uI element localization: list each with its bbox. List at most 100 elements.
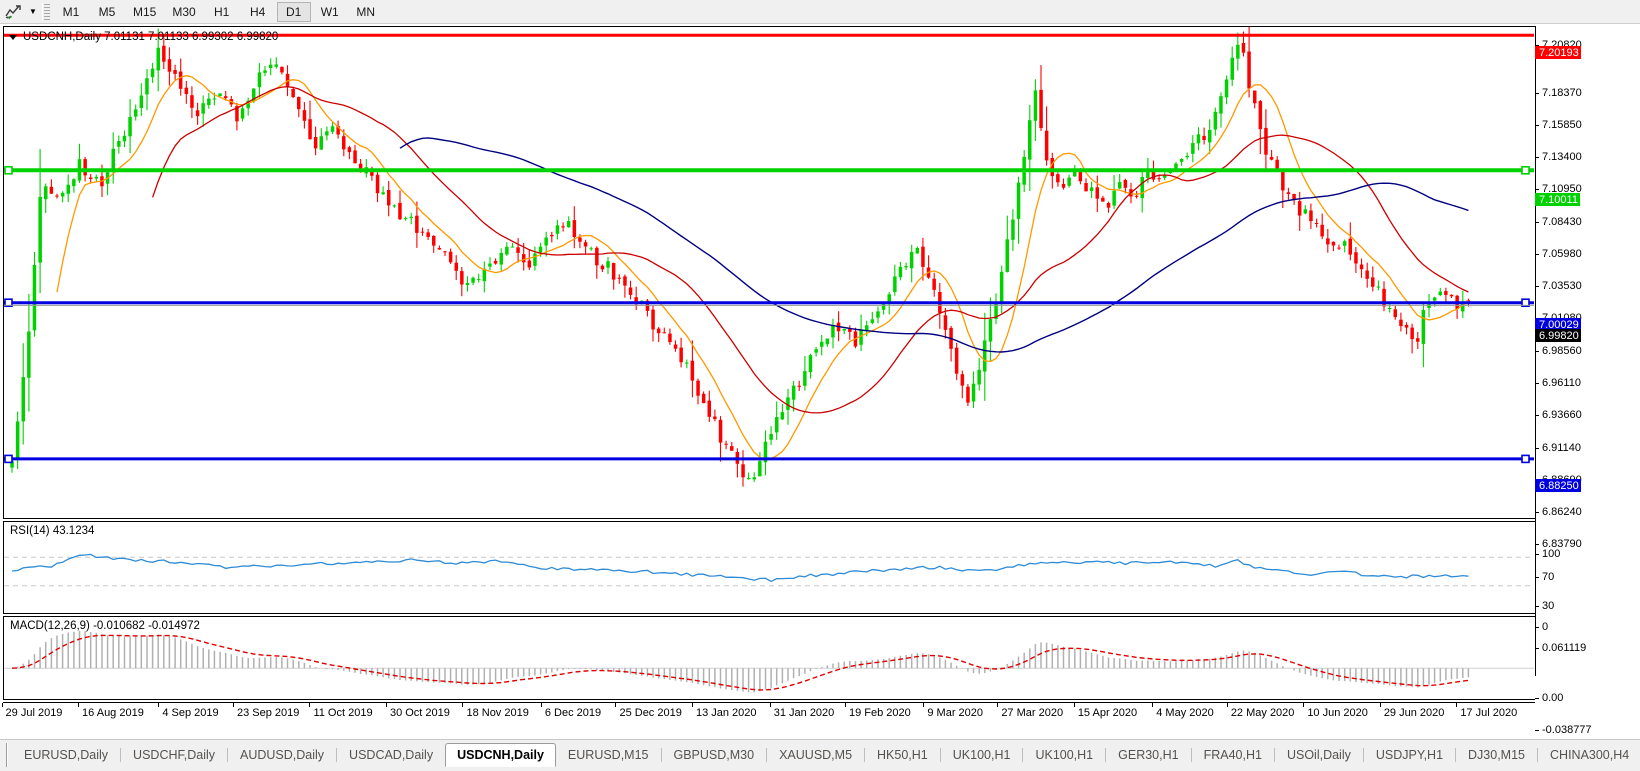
date-label: 10 Jun 2020	[1307, 707, 1368, 719]
date-tick	[923, 703, 925, 707]
timeframe-button-group: M1 M5 M15 M30 H1 H4 D1 W1 MN	[53, 1, 384, 22]
date-tick	[309, 703, 311, 707]
timeframe-button-h4[interactable]: H4	[250, 4, 266, 19]
toolbar-grip[interactable]	[42, 2, 50, 21]
tab-separator	[864, 748, 866, 762]
date-label: 29 Jun 2020	[1383, 707, 1445, 719]
date-label: 27 Mar 2020	[1001, 707, 1064, 719]
scale-tick: 6.98560	[1535, 345, 1582, 357]
timeframe-button-w1[interactable]: W1	[320, 4, 339, 19]
macd-header-label: MACD(12,26,9) -0.010682 -0.014972	[10, 620, 200, 632]
timeframe-button-h1[interactable]: H1	[214, 4, 230, 19]
price-plot	[4, 27, 1534, 487]
date-label: 16 Aug 2019	[82, 707, 144, 719]
tab-separator	[1455, 748, 1457, 762]
price-tag-green[interactable]: 7.10011	[1535, 193, 1580, 206]
rsi-header-label: RSI(14) 43.1234	[10, 525, 95, 537]
timeframe-button-m15[interactable]: M15	[133, 4, 157, 19]
price-pane[interactable]: USDCNH,Daily 7.01131 7.01133 6.99302 6.9…	[3, 26, 1535, 519]
chart-tab-fra40-h1[interactable]: FRA40,H1	[1203, 748, 1262, 762]
tabbar-items: EURUSD,Daily USDCHF,Daily AUDUSD,Daily USDC…	[12, 740, 1640, 767]
scale-tick: 30	[1535, 600, 1554, 612]
date-label: 9 Mar 2020	[927, 707, 984, 719]
price-tag-blue[interactable]: 6.88250	[1535, 479, 1581, 492]
date-axis[interactable]: 29 Jul 2019 16 Aug 2019 4 Sep 2019 23 Sep 2…	[1, 702, 1535, 726]
price-scale[interactable]: 7.20820 7.18370 7.15850 7.13400 7.10950 7.084…	[1535, 26, 1640, 739]
chart-tab-usoil-daily[interactable]: USOil,Daily	[1286, 748, 1351, 762]
scale-tick: 6.93660	[1535, 409, 1582, 421]
scale-tick: 6.91140	[1535, 442, 1581, 454]
timeframe-button-m5[interactable]: M5	[98, 4, 116, 19]
date-label: 25 Dec 2019	[619, 707, 682, 719]
price-tag-blue[interactable]: 7.00029	[1535, 318, 1581, 331]
timeframe-button-m30[interactable]: M30	[172, 4, 196, 19]
timeframe-button-m1[interactable]: M1	[62, 4, 80, 19]
scale-tick: 100	[1535, 548, 1560, 560]
chart-tab-usdchf-daily[interactable]: USDCHF,Daily	[133, 748, 215, 762]
date-tick	[385, 703, 387, 707]
chart-tab-audusd-daily[interactable]: AUDUSD,Daily	[240, 748, 325, 762]
chart-tab-xauusd-m5[interactable]: XAUUSD,M5	[779, 748, 853, 762]
timeframe-button-d1[interactable]: D1	[276, 1, 311, 22]
chart-tab-usdcnh-daily[interactable]: USDCNH,Daily	[445, 743, 556, 767]
chart-tab-eurusd-m15[interactable]: EURUSD,M15	[567, 748, 649, 762]
date-label: 17 Jul 2020	[1460, 707, 1518, 719]
indicators-dropdown-icon[interactable]: ▼	[29, 7, 37, 16]
date-tick	[540, 703, 542, 707]
chart-tab-usdcad-daily[interactable]: USDCAD,Daily	[349, 748, 434, 762]
date-label: 19 Feb 2020	[848, 707, 911, 719]
date-tick	[158, 703, 160, 707]
scale-tick: 7.05980	[1535, 248, 1582, 260]
date-label: 11 Oct 2019	[313, 707, 373, 719]
scale-tick: 7.18370	[1535, 87, 1582, 99]
chart-tab-ger30-h1[interactable]: GER30,H1	[1118, 748, 1179, 762]
scale-tick: 0	[1535, 621, 1548, 633]
rsi-plot	[4, 553, 1534, 587]
date-tick	[997, 703, 999, 707]
date-label: 4 May 2020	[1156, 707, 1214, 719]
chart-tab-dj30-m15[interactable]: DJ30,M15	[1468, 748, 1526, 762]
tab-separator	[1537, 748, 1539, 762]
date-label: 29 Jul 2019	[5, 707, 63, 719]
chart-tab-china300-h4[interactable]: CHINA300,H4	[1550, 748, 1630, 762]
price-tag-black[interactable]: 6.99820	[1535, 329, 1581, 342]
rsi-pane[interactable]: RSI(14) 43.1234	[3, 521, 1535, 614]
date-tick	[1456, 703, 1458, 707]
date-tick	[844, 703, 846, 707]
date-tick	[1226, 703, 1228, 707]
date-tick	[691, 703, 693, 707]
date-tick	[1073, 703, 1075, 707]
price-tag-red[interactable]: 7.20193	[1535, 46, 1581, 59]
scale-tick: 70	[1535, 571, 1554, 583]
tab-separator	[939, 748, 941, 762]
chart-tab-hk50-h1[interactable]: HK50,H1	[877, 748, 928, 762]
scale-tick: 7.10950	[1535, 183, 1582, 195]
date-label: 23 Sep 2019	[236, 707, 300, 719]
chart-tab-uk100-h1[interactable]: UK100,H1	[1035, 748, 1094, 762]
date-label: 18 Nov 2019	[466, 707, 529, 719]
collapse-triangle-icon[interactable]	[9, 34, 17, 40]
macd-pane[interactable]: MACD(12,26,9) -0.010682 -0.014972	[3, 616, 1535, 700]
chart-tab-eurusd-daily[interactable]: EURUSD,Daily	[24, 748, 109, 762]
chart-tab-gbpusd-m30[interactable]: GBPUSD,M30	[673, 748, 755, 762]
date-tick	[462, 703, 464, 707]
tab-separator	[766, 748, 768, 762]
scale-tick: 6.96110	[1535, 377, 1581, 389]
chart-tab-uk100-h1[interactable]: UK100,H1	[952, 748, 1011, 762]
date-label: 22 May 2020	[1230, 707, 1295, 719]
date-tick	[78, 703, 80, 707]
date-label: 13 Jan 2020	[695, 707, 757, 719]
tab-separator	[1022, 748, 1024, 762]
scale-tick: 0.00	[1535, 692, 1563, 704]
tabbar-grip[interactable]	[6, 743, 8, 767]
scale-tick: 7.13400	[1535, 151, 1582, 163]
chart-area[interactable]: USDCNH,Daily 7.01131 7.01133 6.99302 6.9…	[0, 24, 1640, 739]
tab-separator	[120, 748, 122, 762]
chart-tab-usdjpy-h1[interactable]: USDJPY,H1	[1375, 748, 1444, 762]
timeframe-button-mn[interactable]: MN	[356, 4, 376, 19]
chart-tabbar[interactable]: EURUSD,Daily USDCHF,Daily AUDUSD,Daily USDC…	[0, 739, 1640, 771]
tab-separator	[660, 748, 662, 762]
indicators-icon[interactable]	[0, 1, 26, 23]
tab-separator	[336, 748, 338, 762]
